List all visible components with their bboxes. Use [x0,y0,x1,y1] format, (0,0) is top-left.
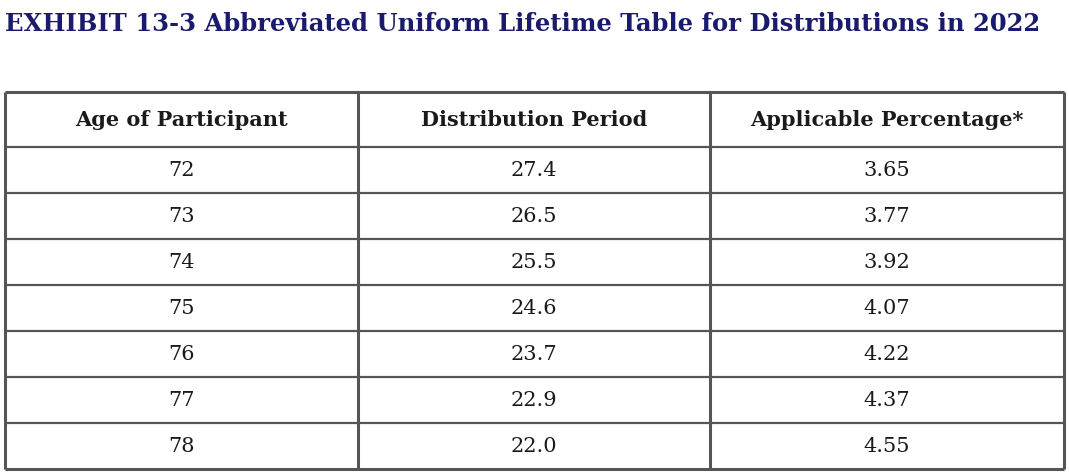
Text: 74: 74 [168,253,195,272]
Text: 76: 76 [168,345,195,364]
Text: EXHIBIT 13-3 Abbreviated Uniform Lifetime Table for Distributions in 2022: EXHIBIT 13-3 Abbreviated Uniform Lifetim… [5,12,1040,36]
Text: 4.22: 4.22 [864,345,910,364]
Text: 4.55: 4.55 [864,436,910,456]
Text: 77: 77 [168,390,195,409]
Text: 25.5: 25.5 [511,253,557,272]
Text: 78: 78 [168,436,195,456]
Text: 72: 72 [168,161,195,180]
Text: 24.6: 24.6 [511,298,557,317]
Text: 75: 75 [168,298,195,317]
Text: 22.9: 22.9 [511,390,557,409]
Text: 3.92: 3.92 [864,253,911,272]
Text: Distribution Period: Distribution Period [421,110,647,130]
Text: Applicable Percentage*: Applicable Percentage* [750,110,1024,130]
Text: Age of Participant: Age of Participant [75,110,288,130]
Text: 73: 73 [168,207,195,226]
Text: 3.65: 3.65 [864,161,910,180]
Text: 4.37: 4.37 [864,390,910,409]
Text: 4.07: 4.07 [864,298,910,317]
Text: 26.5: 26.5 [511,207,557,226]
Text: 27.4: 27.4 [511,161,557,180]
Text: 23.7: 23.7 [511,345,557,364]
Text: 3.77: 3.77 [864,207,910,226]
Text: 22.0: 22.0 [511,436,557,456]
